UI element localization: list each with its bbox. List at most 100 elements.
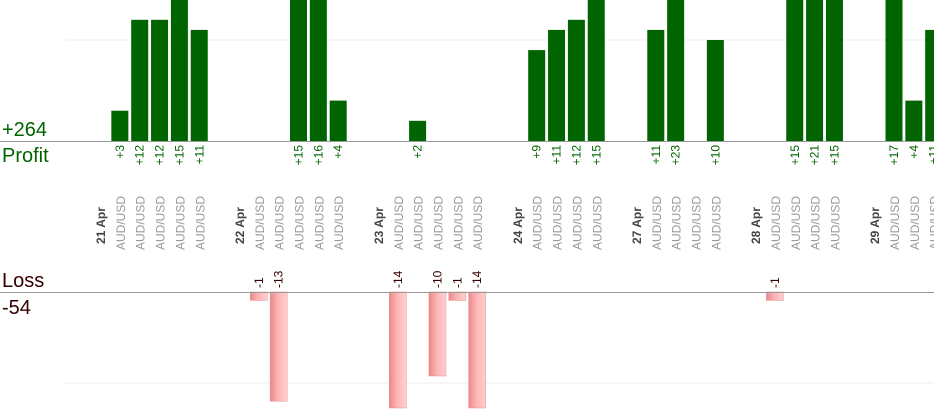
category-label: AUD/USD bbox=[551, 196, 565, 250]
profit-bar bbox=[905, 100, 923, 141]
profit-data-label: +21 bbox=[808, 145, 822, 166]
date-label: 22 Apr bbox=[233, 207, 247, 244]
profit-bar bbox=[190, 29, 208, 141]
profit-data-label: +23 bbox=[669, 145, 683, 166]
category-label: AUD/USD bbox=[670, 196, 684, 250]
date-label: 21 Apr bbox=[94, 207, 108, 244]
profit-total: +264 bbox=[2, 119, 48, 141]
profit-bar bbox=[329, 100, 347, 141]
profit-data-label: +4 bbox=[331, 145, 345, 159]
profit-bar bbox=[647, 29, 665, 141]
profit-bar bbox=[587, 0, 605, 141]
loss-data-label: -1 bbox=[450, 277, 464, 288]
profit-bar bbox=[567, 19, 585, 141]
profit-data-label: +4 bbox=[907, 145, 921, 159]
category-label: AUD/USD bbox=[471, 196, 485, 250]
loss-data-label: -13 bbox=[272, 270, 286, 288]
profit-data-label: +9 bbox=[530, 145, 544, 159]
profit-bar bbox=[131, 19, 149, 141]
profit-bar bbox=[170, 0, 188, 141]
category-label: AUD/USD bbox=[173, 196, 187, 250]
category-label: AUD/USD bbox=[431, 196, 445, 250]
category-label: AUD/USD bbox=[134, 196, 148, 250]
profit-data-label: +11 bbox=[550, 145, 564, 165]
profit-data-label: +16 bbox=[311, 145, 325, 166]
category-label: AUD/USD bbox=[412, 196, 426, 250]
category-label: AUD/USD bbox=[293, 196, 307, 250]
profit-bar bbox=[548, 29, 566, 141]
date-label: 28 Apr bbox=[749, 207, 763, 244]
profit-bar bbox=[151, 19, 169, 141]
category-label: AUD/USD bbox=[273, 196, 287, 250]
profit-data-label: +11 bbox=[649, 145, 663, 165]
profit-bar bbox=[528, 50, 546, 141]
category-label: AUD/USD bbox=[193, 196, 207, 250]
profit-data-label: +17 bbox=[887, 145, 901, 166]
category-label: AUD/USD bbox=[570, 196, 584, 250]
profit-bar bbox=[409, 120, 427, 141]
profit-data-label: +11 bbox=[192, 145, 206, 165]
profit-data-label: +3 bbox=[113, 145, 127, 159]
profit-data-label: +15 bbox=[172, 145, 186, 166]
profit-data-label: +2 bbox=[411, 145, 425, 159]
loss-bar bbox=[448, 291, 467, 301]
profit-bar bbox=[667, 0, 685, 141]
loss-bar bbox=[389, 291, 407, 409]
profit-data-label: +15 bbox=[589, 145, 603, 166]
profit-data-label: +15 bbox=[788, 145, 802, 166]
loss-data-label: -14 bbox=[470, 270, 484, 288]
category-label: AUD/USD bbox=[650, 196, 664, 250]
category-label: AUD/USD bbox=[789, 196, 803, 250]
date-label: 27 Apr bbox=[630, 207, 644, 244]
profit-bar bbox=[885, 0, 903, 141]
profit-data-label: +12 bbox=[133, 145, 147, 166]
category-label: AUD/USD bbox=[828, 196, 842, 250]
loss-total: -54 bbox=[2, 297, 31, 319]
profit-data-label: +15 bbox=[292, 145, 306, 166]
loss-data-label: -14 bbox=[391, 270, 405, 288]
profit-data-label: +10 bbox=[708, 145, 722, 166]
profit-bar bbox=[825, 0, 843, 141]
category-label: AUD/USD bbox=[312, 196, 326, 250]
loss-bar bbox=[250, 291, 268, 301]
date-label: 24 Apr bbox=[511, 207, 525, 244]
profit-data-label: +12 bbox=[569, 145, 583, 166]
loss-bar bbox=[766, 291, 784, 301]
loss-data-label: -1 bbox=[252, 277, 266, 288]
category-label: AUD/USD bbox=[888, 196, 902, 250]
profit-bar bbox=[786, 0, 804, 141]
loss-bar bbox=[269, 291, 288, 402]
loss-bar bbox=[428, 291, 447, 377]
category-label: AUD/USD bbox=[809, 196, 823, 250]
category-label: AUD/USD bbox=[590, 196, 604, 250]
profit-data-label: +12 bbox=[153, 145, 167, 166]
loss-data-label: -10 bbox=[430, 270, 444, 288]
profit-bar bbox=[706, 40, 724, 141]
category-label: AUD/USD bbox=[392, 196, 406, 250]
category-label: AUD/USD bbox=[908, 196, 922, 250]
category-label: AUD/USD bbox=[451, 196, 465, 250]
category-label: AUD/USD bbox=[690, 196, 704, 250]
profit-bar bbox=[111, 110, 129, 141]
category-label: AUD/USD bbox=[114, 196, 128, 250]
category-label: AUD/USD bbox=[253, 196, 267, 250]
date-label: 23 Apr bbox=[372, 207, 386, 244]
profit-bar bbox=[290, 0, 307, 141]
loss-bar bbox=[468, 291, 486, 409]
loss-data-label: -1 bbox=[768, 277, 782, 288]
profit-bar bbox=[925, 29, 934, 141]
profit-data-label: +15 bbox=[827, 145, 841, 166]
category-label: AUD/USD bbox=[928, 196, 934, 250]
date-label: 29 Apr bbox=[868, 207, 882, 244]
category-label: AUD/USD bbox=[709, 196, 723, 250]
category-label: AUD/USD bbox=[332, 196, 346, 250]
category-label: AUD/USD bbox=[531, 196, 545, 250]
loss-label: Loss bbox=[2, 270, 45, 292]
category-label: AUD/USD bbox=[769, 196, 783, 250]
profit-bar bbox=[806, 0, 824, 141]
category-label: AUD/USD bbox=[154, 196, 168, 250]
profit-label: Profit bbox=[2, 145, 49, 167]
profit-bar bbox=[309, 0, 327, 141]
profit-data-label: +11 bbox=[927, 145, 934, 165]
